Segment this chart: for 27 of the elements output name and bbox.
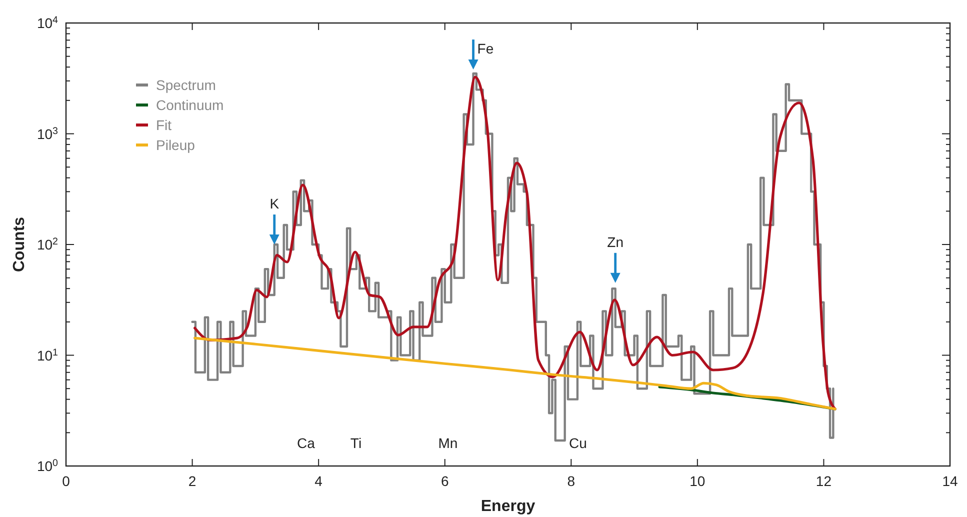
y-axis-title: Counts <box>11 216 28 272</box>
annotation: Mn <box>438 435 458 451</box>
y-tick-label: 10$^{0}$ <box>36 458 59 474</box>
y-tick-label: 10$^{1}$ <box>36 346 58 364</box>
x-axis-title: Energy <box>480 498 536 515</box>
annotation: Cu <box>569 435 587 451</box>
legend-label: Fit <box>156 117 172 133</box>
y-tick-label: 10$^{2}$ <box>36 236 58 252</box>
x-tick-label: 4 <box>314 473 323 489</box>
legend-label: Pileup <box>156 137 196 153</box>
x-tick-label: 12 <box>816 473 832 489</box>
annotation: Fe <box>477 40 494 57</box>
legend-label: Continuum <box>156 97 224 113</box>
annotation: K <box>270 196 280 212</box>
legend-label: Spectrum <box>156 77 216 93</box>
y-tick-label: 10$^{3}$ <box>36 125 59 142</box>
x-tick-label: 0 <box>62 473 70 489</box>
annotation: Zn <box>607 234 624 250</box>
line-series <box>194 336 836 410</box>
y-tick-label: 10$^{4}$ <box>36 14 59 31</box>
x-tick-label: 6 <box>440 473 449 489</box>
x-tick-label: 10 <box>690 473 706 489</box>
x-tick-label: 8 <box>567 473 576 489</box>
annotation: Ti <box>350 435 362 451</box>
annotation: Ca <box>297 435 316 451</box>
x-tick-label: 14 <box>942 473 958 489</box>
x-tick-label: 2 <box>188 473 196 489</box>
